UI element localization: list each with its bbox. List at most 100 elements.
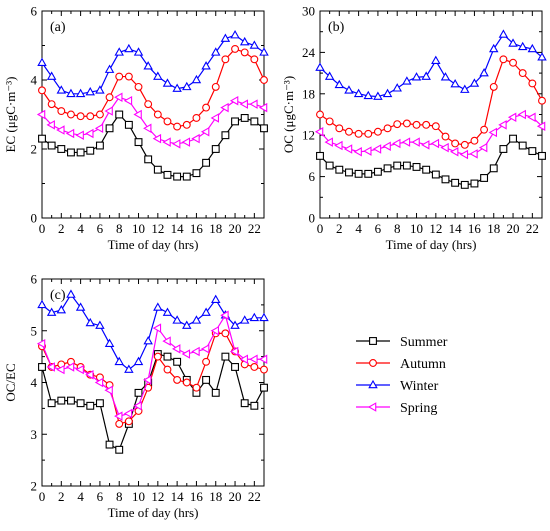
x-tick-label: 16 xyxy=(190,489,204,504)
data-point xyxy=(249,354,258,364)
data-point xyxy=(86,401,95,410)
data-point xyxy=(422,120,431,129)
data-point xyxy=(353,88,364,98)
data-point xyxy=(536,121,546,131)
data-point xyxy=(95,110,104,119)
series-summer xyxy=(38,110,268,181)
legend-marker xyxy=(368,379,378,389)
data-point xyxy=(95,85,105,94)
data-point xyxy=(499,145,508,153)
data-point xyxy=(143,61,153,70)
data-point xyxy=(450,79,460,88)
data-point xyxy=(470,136,479,145)
data-point xyxy=(498,29,509,38)
data-point xyxy=(65,362,75,372)
legend-item-spring: Spring xyxy=(356,401,437,416)
data-point xyxy=(450,147,459,157)
data-point xyxy=(220,33,231,42)
data-point xyxy=(221,352,230,361)
series-spring xyxy=(36,92,268,149)
data-point xyxy=(114,92,123,102)
data-point xyxy=(85,86,96,96)
data-point xyxy=(421,71,431,80)
data-point xyxy=(412,120,421,129)
data-point xyxy=(85,128,94,139)
y-tick-label: 6 xyxy=(309,169,316,184)
data-point xyxy=(163,352,172,361)
data-point xyxy=(480,174,489,182)
data-point xyxy=(182,81,192,91)
series-winter xyxy=(37,30,269,98)
data-point xyxy=(47,141,56,150)
y-tick-label: 0 xyxy=(309,211,316,226)
data-point xyxy=(153,110,162,119)
data-point xyxy=(75,302,86,311)
data-point xyxy=(210,294,221,303)
series-line xyxy=(319,33,543,98)
data-point xyxy=(258,102,268,113)
data-point xyxy=(76,148,85,157)
series-line xyxy=(41,293,264,371)
series-line xyxy=(319,137,543,186)
data-point xyxy=(431,122,440,131)
data-point xyxy=(104,338,115,347)
legend-label: Autumn xyxy=(400,357,446,372)
data-point xyxy=(250,55,259,64)
data-point xyxy=(67,396,75,405)
data-point xyxy=(173,357,182,366)
data-point xyxy=(392,83,402,92)
data-point xyxy=(143,375,152,385)
data-point xyxy=(231,363,239,371)
data-point xyxy=(115,445,124,454)
data-point xyxy=(65,128,75,139)
data-point xyxy=(364,129,373,138)
x-axis-title: Time of day (hrs) xyxy=(108,505,199,520)
data-point xyxy=(431,55,441,64)
data-point xyxy=(249,40,260,49)
data-point xyxy=(315,62,325,71)
data-point xyxy=(421,140,430,150)
data-point xyxy=(488,43,499,53)
data-point xyxy=(459,149,469,160)
data-point xyxy=(250,117,259,126)
data-point xyxy=(363,90,374,100)
data-point xyxy=(334,140,343,151)
data-point xyxy=(316,110,324,119)
data-point xyxy=(441,132,450,141)
data-point xyxy=(57,396,66,405)
x-tick-label: 22 xyxy=(526,221,539,236)
data-point xyxy=(47,399,56,408)
data-point xyxy=(162,307,173,316)
data-point xyxy=(239,99,248,109)
data-point xyxy=(133,109,142,120)
data-point xyxy=(200,344,210,354)
data-point xyxy=(172,315,182,324)
data-point xyxy=(202,103,211,112)
data-point xyxy=(56,364,65,375)
data-point xyxy=(143,123,152,134)
data-point xyxy=(324,137,333,147)
data-point xyxy=(95,399,104,408)
legend-label: Summer xyxy=(400,335,448,350)
data-point xyxy=(192,113,201,122)
data-point xyxy=(402,161,411,170)
data-point xyxy=(343,144,353,154)
data-point xyxy=(325,117,334,126)
data-point xyxy=(173,375,182,384)
data-point xyxy=(144,155,153,164)
data-point xyxy=(537,52,547,61)
y-axis-title: EC (μgC·m⁻³) xyxy=(3,77,18,153)
data-point xyxy=(162,137,171,147)
data-point xyxy=(373,127,382,136)
data-point xyxy=(528,147,537,156)
x-tick-label: 12 xyxy=(151,489,164,504)
series-spring xyxy=(36,310,268,421)
data-point xyxy=(363,146,372,156)
data-point xyxy=(173,172,182,181)
x-tick-label: 12 xyxy=(429,221,442,236)
data-point xyxy=(46,362,55,372)
data-point xyxy=(124,364,134,373)
data-point xyxy=(345,168,353,177)
